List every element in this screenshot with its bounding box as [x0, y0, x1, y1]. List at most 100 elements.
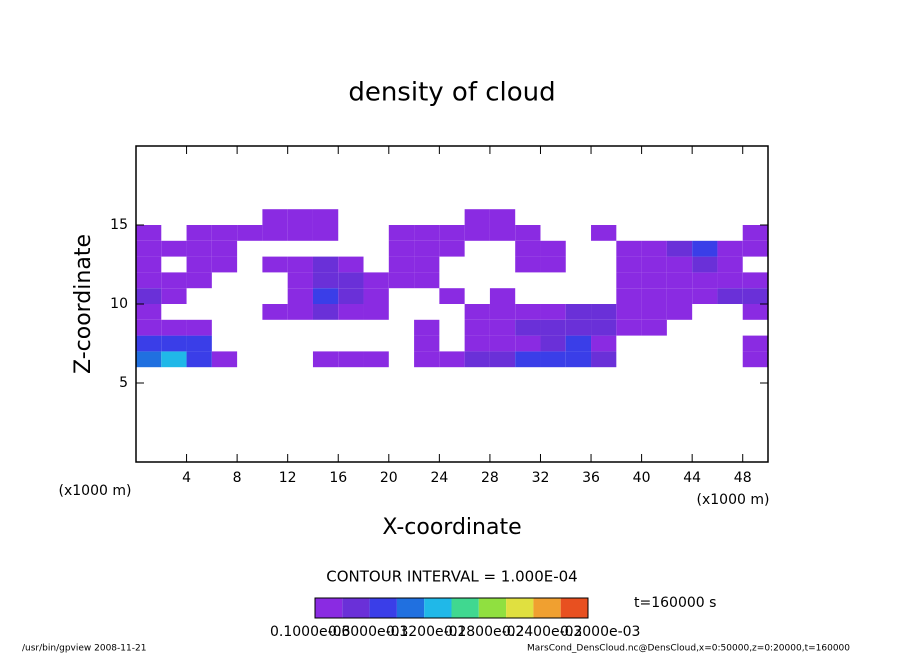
contour-cell: [642, 209, 667, 225]
contour-cell: [540, 335, 566, 352]
x-tick-label: 8: [233, 470, 242, 486]
contour-cell: [591, 225, 617, 241]
contour-cell: [313, 336, 338, 352]
contour-cell: [136, 319, 162, 336]
contour-cell: [439, 272, 464, 288]
contour-cell: [439, 320, 464, 336]
contour-cell: [616, 272, 642, 289]
contour-cell: [338, 320, 363, 336]
contour-cell: [515, 225, 541, 241]
contour-cell: [566, 225, 591, 241]
contour-cell: [540, 288, 565, 304]
contour-cell: [212, 336, 237, 352]
contour-cell: [566, 257, 591, 273]
contour-cell: [742, 304, 768, 320]
contour-cell: [717, 225, 742, 241]
time-label: t=160000 s: [634, 595, 716, 611]
contour-cell: [490, 257, 515, 273]
x-unit: (x1000 m): [697, 492, 770, 508]
contour-cell: [414, 240, 440, 257]
contour-cell: [414, 256, 440, 273]
contour-cell: [364, 320, 389, 336]
contour-cell: [136, 272, 162, 289]
contour-cell: [262, 351, 287, 367]
x-tick-label: 12: [279, 470, 297, 486]
contour-cell: [161, 319, 187, 336]
contour-cell: [515, 288, 540, 304]
contour-cell: [388, 272, 415, 289]
contour-cell: [136, 351, 162, 368]
contour-cell: [136, 225, 162, 241]
contour-cell: [288, 241, 313, 257]
contour-cell: [616, 319, 642, 336]
contour-cell: [616, 304, 642, 320]
contour-cell: [212, 209, 237, 225]
contour-cell: [439, 351, 465, 368]
contour-cell: [287, 272, 313, 289]
contour-cell: [464, 225, 490, 241]
contour-cell: [616, 209, 641, 225]
contour-cell: [364, 225, 389, 241]
contour-cell: [540, 240, 566, 257]
contour-cell: [565, 304, 592, 320]
contour-cell: [287, 209, 313, 225]
contour-cell: [439, 209, 464, 225]
contour-cell: [489, 319, 516, 336]
x-tick-label: 4: [182, 470, 191, 486]
contour-cell: [566, 241, 591, 257]
contour-cell: [489, 225, 516, 241]
contour-cell: [641, 288, 667, 304]
y-tick-label: 10: [110, 296, 128, 312]
contour-cell: [237, 336, 262, 352]
contour-cell: [692, 272, 718, 289]
contour-cell: [667, 351, 692, 367]
contour-cell: [389, 320, 414, 336]
contour-cell: [414, 288, 439, 304]
contour-cell: [591, 304, 617, 320]
contour-cell: [515, 319, 541, 336]
contour-cell: [161, 209, 186, 225]
contour-cell: [565, 319, 592, 336]
contour-cell: [540, 209, 565, 225]
x-tick-label: 16: [329, 470, 347, 486]
contour-cell: [666, 240, 693, 257]
contour-cell: [161, 225, 186, 241]
contour-cell: [666, 288, 693, 304]
contour-cell: [388, 225, 415, 241]
contour-cell: [616, 256, 642, 273]
contour-cell: [540, 256, 566, 273]
contour-cell: [490, 241, 515, 257]
contour-cell: [186, 240, 212, 257]
contour-cell: [439, 336, 464, 352]
contour-cell: [237, 241, 262, 257]
contour-cell: [465, 257, 490, 273]
contour-cell: [237, 288, 262, 304]
contour-cell: [742, 272, 768, 289]
contour-cell: [262, 288, 287, 304]
contour-cell: [616, 336, 641, 352]
contour-cell: [692, 288, 718, 304]
contour-cell: [414, 319, 440, 336]
contour-cell: [540, 351, 566, 368]
contour-cell: [187, 304, 212, 320]
contour-cell: [262, 241, 287, 257]
contour-cell: [666, 272, 693, 289]
contour-cell: [414, 272, 440, 289]
contour-cell: [237, 272, 262, 288]
contour-cell: [692, 209, 717, 225]
contour-cell: [515, 335, 541, 352]
contour-cell: [388, 240, 415, 257]
contour-cell: [388, 256, 415, 273]
contour-cell: [136, 240, 162, 257]
contour-cell: [186, 351, 212, 368]
contour-cell: [540, 319, 566, 336]
contour-cell: [136, 304, 162, 320]
colorbar-label: 0.6000e-03: [328, 624, 408, 640]
contour-cell: [186, 256, 212, 273]
contour-cell: [717, 288, 743, 304]
y-tick-label: 15: [110, 217, 128, 233]
contour-cell: [262, 304, 288, 320]
contour-cell: [591, 335, 617, 352]
contour-cell: [717, 256, 743, 273]
contour-cell: [641, 319, 667, 336]
